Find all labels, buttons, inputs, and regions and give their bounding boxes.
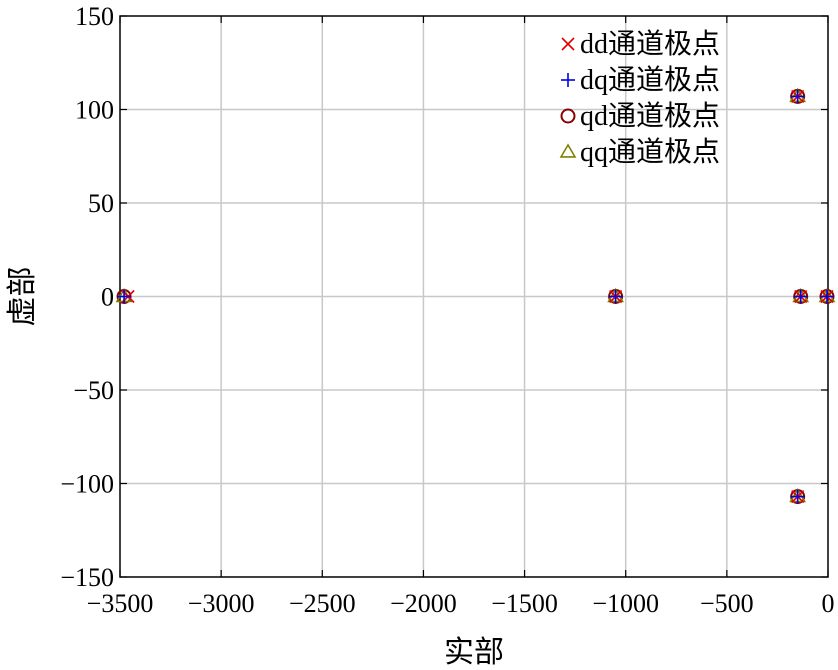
data-point-plus xyxy=(790,489,805,504)
x-tick-label: −2500 xyxy=(289,589,356,618)
legend-entry: qq通道极点 xyxy=(559,136,720,168)
x-tick-label: −500 xyxy=(700,589,754,618)
x-tick-label: −2000 xyxy=(390,589,457,618)
x-tick-label: −1000 xyxy=(592,589,659,618)
data-point-plus xyxy=(117,289,132,304)
legend-entry: dq通道极点 xyxy=(561,64,720,96)
x-tick-label: −3000 xyxy=(188,589,255,618)
legend-label: qd通道极点 xyxy=(580,100,720,132)
legend-label: dd通道极点 xyxy=(580,28,720,60)
legend: dd通道极点 dq通道极点 qd通道极点 qq通道极点 xyxy=(559,28,720,168)
legend-entry: dd通道极点 xyxy=(561,28,720,60)
y-tick-label: 50 xyxy=(88,189,114,218)
x-tick-label: −1500 xyxy=(491,589,558,618)
legend-marker xyxy=(561,73,575,87)
y-tick-labels: −150 −100 −50 0 50 100 150 xyxy=(60,2,114,592)
grid-lines xyxy=(120,16,828,577)
data-point-plus xyxy=(790,89,805,104)
y-tick-label: −150 xyxy=(60,563,114,592)
y-tick-label: 100 xyxy=(75,96,114,125)
x-tick-label: 0 xyxy=(822,589,835,618)
legend-marker xyxy=(561,37,575,51)
y-tick-label: 0 xyxy=(101,283,114,312)
x-tick-labels: −3500 −3000 −2500 −2000 −1500 −1000 −500 0 xyxy=(87,589,835,618)
legend-marker xyxy=(560,108,576,124)
legend-label: dq通道极点 xyxy=(580,64,720,96)
x-axis-label: 实部 xyxy=(444,635,504,670)
data-markers xyxy=(115,87,836,505)
legend-label: qq通道极点 xyxy=(580,136,720,168)
data-point-plus xyxy=(608,289,623,304)
y-tick-label: −100 xyxy=(60,470,114,499)
y-axis-label: 虚部 xyxy=(5,267,40,327)
y-tick-label: 150 xyxy=(75,2,114,31)
x-tick-label: −3500 xyxy=(87,589,154,618)
y-tick-label: −50 xyxy=(73,376,114,405)
data-point-plus xyxy=(793,289,808,304)
legend-marker xyxy=(559,143,577,158)
data-point-plus xyxy=(819,289,834,304)
legend-entry: qd通道极点 xyxy=(560,100,720,132)
